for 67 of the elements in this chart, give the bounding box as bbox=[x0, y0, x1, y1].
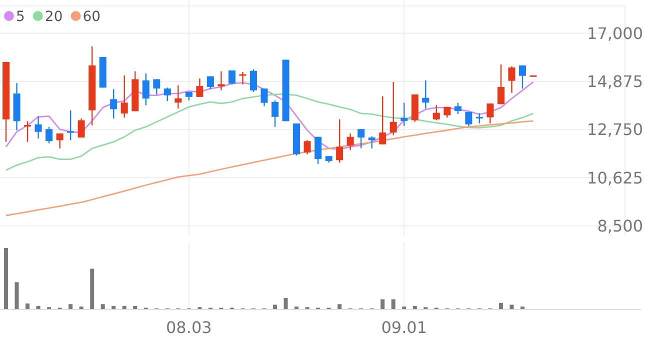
candlestick bbox=[422, 80, 430, 110]
candlestick bbox=[346, 132, 354, 151]
candlestick bbox=[56, 132, 64, 149]
legend-label: 60 bbox=[82, 8, 101, 25]
line-series bbox=[5, 120, 534, 216]
bar bbox=[36, 306, 40, 309]
bar bbox=[391, 299, 396, 309]
bar bbox=[510, 304, 514, 309]
legend-label: 20 bbox=[44, 8, 63, 25]
y-tick-label: 12,750 bbox=[587, 120, 643, 140]
candlestick bbox=[206, 76, 214, 90]
bar bbox=[112, 306, 116, 309]
candlestick bbox=[250, 68, 257, 93]
bar bbox=[338, 304, 342, 309]
candlestick bbox=[142, 72, 150, 106]
candlestick bbox=[196, 78, 204, 98]
candlestick bbox=[164, 87, 171, 102]
candlestick bbox=[368, 136, 376, 149]
candlestick bbox=[314, 136, 322, 165]
bar bbox=[14, 282, 19, 309]
candlestick bbox=[239, 71, 246, 86]
candlestick bbox=[486, 102, 494, 124]
bar bbox=[380, 299, 385, 309]
candlestick bbox=[432, 104, 440, 121]
candlestick bbox=[518, 64, 526, 90]
x-tick-label: 08.03 bbox=[166, 318, 212, 337]
bar bbox=[412, 306, 417, 309]
y-tick-label: 17,000 bbox=[587, 24, 643, 43]
candlestick bbox=[34, 116, 42, 140]
candlestick bbox=[120, 74, 128, 118]
bar bbox=[90, 268, 94, 309]
candlestick bbox=[304, 140, 311, 155]
y-tick-label: 8,500 bbox=[597, 216, 643, 236]
candlestick bbox=[400, 102, 408, 127]
candlestick bbox=[336, 118, 344, 164]
y-tick-label: 10,625 bbox=[587, 168, 643, 188]
candlestick bbox=[465, 111, 472, 127]
bar bbox=[273, 304, 277, 309]
candlestick bbox=[67, 110, 74, 141]
bar bbox=[498, 302, 503, 309]
candlestick bbox=[78, 118, 85, 138]
candlestick bbox=[497, 64, 504, 105]
bar bbox=[26, 304, 30, 309]
candlestick bbox=[24, 120, 32, 142]
candlestick bbox=[358, 128, 365, 149]
candlestick bbox=[110, 88, 118, 120]
legend-label: 5 bbox=[16, 8, 25, 25]
candlestick bbox=[218, 70, 225, 91]
bar bbox=[133, 306, 138, 309]
candlestick bbox=[260, 88, 268, 107]
candlestick bbox=[508, 66, 516, 94]
bar bbox=[284, 298, 288, 309]
candlestick bbox=[476, 112, 483, 124]
x-tick-label: 09.01 bbox=[381, 318, 428, 337]
candlestick bbox=[272, 100, 278, 128]
candlestick bbox=[153, 78, 160, 96]
candlestick bbox=[228, 70, 236, 86]
candlestick bbox=[454, 102, 462, 115]
bar bbox=[100, 304, 105, 309]
bar bbox=[68, 304, 73, 309]
bar bbox=[122, 306, 126, 309]
candlestick bbox=[174, 84, 182, 110]
candlestick bbox=[379, 96, 386, 145]
candlestick bbox=[390, 81, 397, 136]
candlestick bbox=[46, 126, 53, 144]
bar bbox=[4, 248, 8, 309]
y-tick-label: 14,875 bbox=[587, 72, 643, 91]
